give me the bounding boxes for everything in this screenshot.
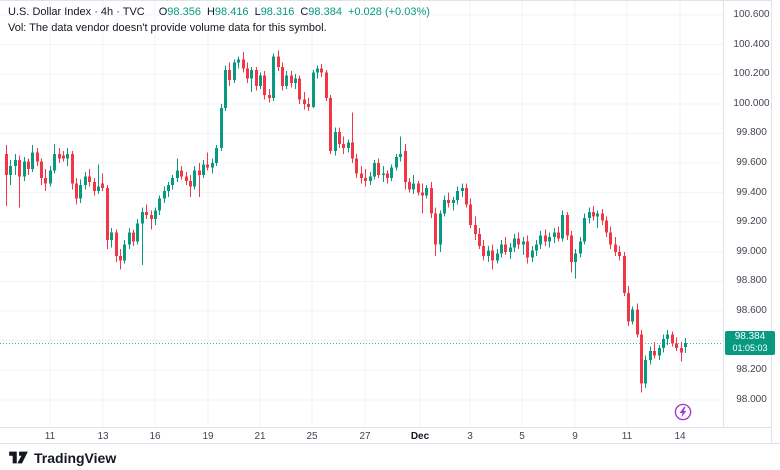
boost-lightning-icon[interactable] bbox=[673, 402, 693, 422]
time-tick-label: 13 bbox=[97, 431, 109, 442]
low-label: L bbox=[254, 6, 261, 18]
price-tick-label: 99.600 bbox=[736, 157, 767, 168]
time-tick-label: 21 bbox=[254, 431, 266, 442]
tradingview-logo-icon bbox=[9, 451, 28, 464]
time-tick-label: 25 bbox=[306, 431, 318, 442]
price-tick-label: 98.200 bbox=[736, 364, 767, 376]
price-axis-border bbox=[723, 0, 724, 427]
widget-bottom-border bbox=[0, 443, 780, 444]
widget-top-border bbox=[0, 0, 772, 1]
time-tick-label: 9 bbox=[572, 431, 578, 442]
chart-legend: U.S. Dollar Index · 4h · TVC O98.356 H98.4… bbox=[8, 4, 430, 36]
badge-price: 98.384 bbox=[734, 331, 766, 342]
time-tick-label: 11 bbox=[621, 431, 633, 442]
widget-right-border bbox=[771, 0, 772, 444]
current-price-badge: 98.384 01:05:03 bbox=[725, 331, 775, 355]
time-tick-label: 14 bbox=[674, 431, 686, 442]
open-label: O bbox=[158, 6, 168, 18]
price-tick-label: 100.600 bbox=[733, 9, 770, 20]
high-label: H bbox=[206, 6, 215, 18]
tradingview-logo-text: TradingView bbox=[34, 449, 117, 466]
price-tick-label: 100.400 bbox=[733, 38, 770, 50]
close-value: 98.384 bbox=[308, 6, 342, 18]
tradingview-logo[interactable]: TradingView bbox=[8, 449, 116, 466]
price-tick-label: 98.000 bbox=[736, 393, 767, 405]
symbol-title[interactable]: U.S. Dollar Index · 4h · TVC bbox=[8, 6, 145, 18]
volume-note: Vol: The data vendor doesn't provide vol… bbox=[8, 22, 327, 34]
time-axis-border bbox=[0, 427, 772, 428]
open-value: 98.356 bbox=[167, 6, 201, 18]
legend-line-1: U.S. Dollar Index · 4h · TVC O98.356 H98.4… bbox=[8, 4, 430, 20]
price-tick-label: 99.400 bbox=[736, 186, 767, 198]
time-tick-label: 5 bbox=[519, 431, 525, 442]
price-tick-label: 98.800 bbox=[736, 275, 767, 287]
badge-countdown: 01:05:03 bbox=[732, 343, 768, 353]
time-tick-label: 27 bbox=[359, 431, 371, 442]
ohlc-readout: O98.356 H98.416 L98.316 C98.384 +0.028 (+0.0… bbox=[153, 6, 430, 18]
price-tick-label: 99.800 bbox=[736, 127, 767, 139]
price-tick-label: 98.600 bbox=[736, 305, 767, 316]
price-tick-label: 99.000 bbox=[736, 245, 767, 257]
time-tick-label: 3 bbox=[467, 431, 473, 442]
time-tick-label: Dec bbox=[410, 431, 430, 442]
low-value: 98.316 bbox=[260, 6, 295, 18]
time-tick-label: 19 bbox=[202, 431, 214, 442]
high-value: 98.416 bbox=[214, 6, 249, 18]
price-tick-label: 99.200 bbox=[736, 216, 767, 228]
price-tick-label: 100.000 bbox=[733, 97, 770, 109]
time-tick-label: 11 bbox=[44, 431, 56, 442]
time-tick-label: 16 bbox=[149, 431, 161, 442]
price-tick-label: 100.200 bbox=[733, 68, 770, 80]
change-value: +0.028 (+0.03%) bbox=[347, 6, 430, 18]
close-label: C bbox=[300, 6, 309, 18]
